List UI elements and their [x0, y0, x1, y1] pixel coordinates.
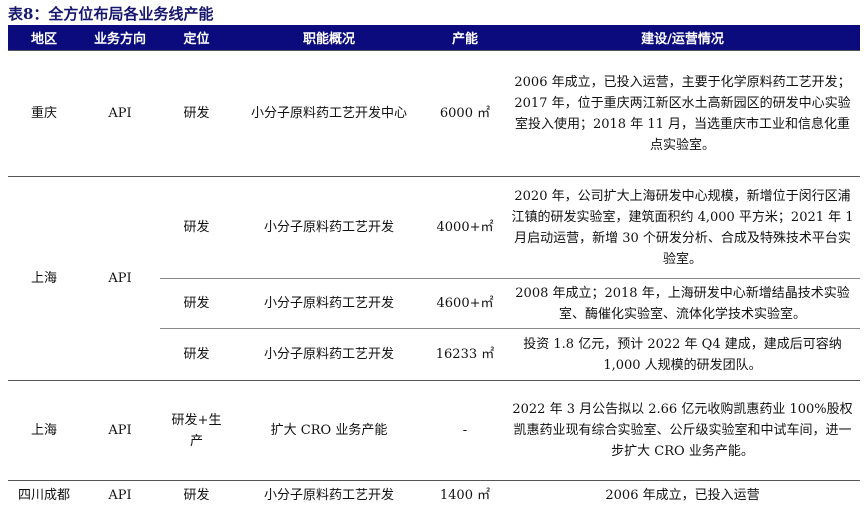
cell-region: 四川成都 [8, 480, 80, 521]
table-row: 上海 API 研发 小分子原料药工艺开发 4000+㎡ 2020 年，公司扩大上… [8, 176, 860, 381]
cell-status: 2006 年成立，已投入运营，主要于化学原料药工艺开发；2017 年，位于重庆两… [505, 50, 860, 177]
cell-position: 研发+生产 [160, 380, 233, 481]
cell-capacity: 4000+㎡ [425, 176, 505, 279]
cell-capacity: - [425, 380, 505, 481]
header-status: 建设/运营情况 [505, 25, 860, 51]
cell-function: 扩大 CRO 业务产能 [233, 380, 425, 481]
header-region: 地区 [8, 25, 80, 51]
cell-status: 2020 年，公司扩大上海研发中心规模，新增位于闵行区浦江镇的研发实验室，建筑面… [505, 176, 860, 279]
cell-direction: API [80, 480, 160, 521]
cell-position: 研发 [160, 50, 233, 177]
cell-position: 研发 [160, 278, 233, 329]
table-row: 重庆 API 研发 小分子原料药工艺开发中心 6000 ㎡ 2006 年成立，已… [8, 50, 860, 177]
cell-capacity: 1400 ㎡ [425, 480, 505, 521]
cell-position: 研发 [160, 176, 233, 279]
cell-region: 上海 [8, 176, 80, 381]
cell-region: 重庆 [8, 50, 80, 177]
cell-function: 小分子原料药工艺开发中心 [233, 50, 425, 177]
cell-function: 小分子原料药工艺开发 [233, 328, 425, 381]
cell-direction: API [80, 380, 160, 481]
cell-region: 上海 [8, 380, 80, 481]
table-title: 表8：全方位布局各业务线产能 [8, 5, 214, 23]
cell-direction: API [80, 50, 160, 177]
cell-direction: API [80, 176, 160, 381]
table-row: 研发 小分子原料药工艺开发 16233 ㎡ 投资 1.8 亿元，预计 2022 … [8, 328, 860, 381]
table-row: 上海 API 研发+生产 扩大 CRO 业务产能 - 2022 年 3 月公告拟… [8, 380, 860, 481]
header-row: 地区 业务方向 定位 职能概况 产能 建设/运营情况 [8, 25, 860, 51]
header-direction: 业务方向 [80, 25, 160, 51]
cell-status: 2008 年成立；2018 年，上海研发中心新增结晶技术实验室、酶催化实验室、流… [505, 278, 860, 329]
cell-capacity: 16233 ㎡ [425, 328, 505, 381]
cell-function: 小分子原料药工艺开发 [233, 278, 425, 329]
header-capacity: 产能 [425, 25, 505, 51]
capacity-table: 地区 业务方向 定位 职能概况 产能 建设/运营情况 重庆 API 研发 小分子… [8, 25, 860, 521]
header-function: 职能概况 [233, 25, 425, 51]
cell-status: 2006 年成立，已投入运营 [505, 480, 860, 521]
cell-capacity: 6000 ㎡ [425, 50, 505, 177]
cell-function: 小分子原料药工艺开发 [233, 480, 425, 521]
table-row: 四川成都 API 研发 小分子原料药工艺开发 1400 ㎡ 2006 年成立，已… [8, 480, 860, 521]
header-position: 定位 [160, 25, 233, 51]
cell-status: 投资 1.8 亿元，预计 2022 年 Q4 建成，建成后可容纳 1,000 人… [505, 328, 860, 381]
table-row: 研发 小分子原料药工艺开发 4600+㎡ 2008 年成立；2018 年，上海研… [8, 278, 860, 329]
cell-capacity: 4600+㎡ [425, 278, 505, 329]
cell-status: 2022 年 3 月公告拟以 2.66 亿元收购凯惠药业 100%股权 凯惠药业… [505, 380, 860, 481]
cell-position: 研发 [160, 328, 233, 381]
cell-position: 研发 [160, 480, 233, 521]
cell-function: 小分子原料药工艺开发 [233, 176, 425, 279]
